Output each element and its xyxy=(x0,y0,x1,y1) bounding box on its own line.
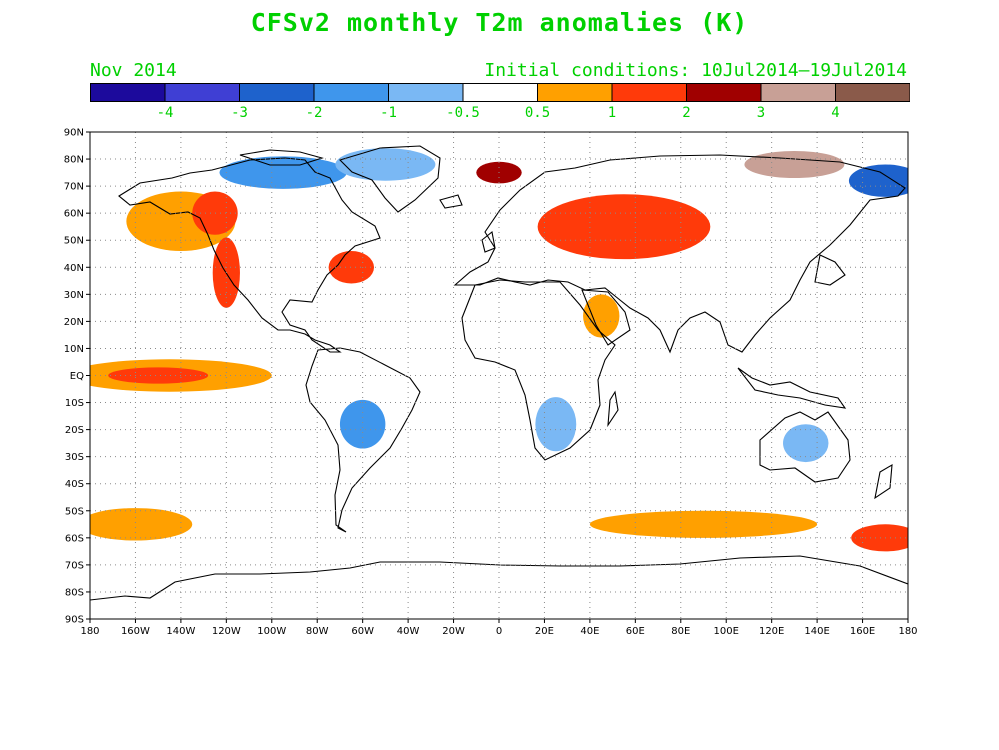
coastline-north-america xyxy=(118,157,381,353)
lon-tick-label: 40W xyxy=(397,626,420,637)
lat-tick-label: 90S xyxy=(65,615,84,626)
colorbar-boxes xyxy=(90,83,910,102)
anomaly-region xyxy=(90,508,193,541)
colorbar-labels: -4 -3 -2 -1 -0.5 0.5 1 2 3 4 xyxy=(157,105,840,121)
lon-tick-label: 80E xyxy=(671,626,690,637)
lat-tick-label: 60N xyxy=(64,209,84,220)
lon-tick-label: 140E xyxy=(804,626,829,637)
anomaly-region xyxy=(537,194,711,260)
coastline-madagascar xyxy=(607,390,619,428)
colorbar-label: -0.5 xyxy=(446,105,480,121)
colorbar-label: 0.5 xyxy=(525,105,550,121)
lon-tick-label: 0 xyxy=(496,626,502,637)
coastline-new-zealand xyxy=(874,463,893,500)
lon-tick-label: 100E xyxy=(714,626,739,637)
anomaly-region xyxy=(589,510,818,538)
lon-tick-label: 120W xyxy=(212,626,241,637)
colorbar-label: -3 xyxy=(231,105,248,121)
lat-tick-label: 80S xyxy=(65,587,84,598)
colorbar-box xyxy=(835,83,910,102)
chart-title: CFSv2 monthly T2m anomalies (K) xyxy=(250,8,749,37)
coastline-japan xyxy=(814,254,846,286)
colorbar-label: 4 xyxy=(831,105,839,121)
lat-tick-label: 20S xyxy=(65,425,84,436)
lat-tick-label: 70N xyxy=(64,182,84,193)
lat-tick-label: 20N xyxy=(64,317,84,328)
longitude-tick-labels: 180 160W 140W 120W 100W 80W 60W 40W 20W 0 20E 40E 60… xyxy=(80,626,917,637)
anomaly-region xyxy=(219,156,347,189)
lat-tick-label: 40S xyxy=(65,479,84,490)
lon-tick-label: 180 xyxy=(898,626,917,637)
anomaly-region xyxy=(851,524,908,552)
colorbar-label: 1 xyxy=(608,105,616,121)
colorbar-label: 3 xyxy=(757,105,765,121)
lat-tick-label: 30S xyxy=(65,452,84,463)
coastline-antarctica xyxy=(90,555,908,601)
lat-tick-label: 80N xyxy=(64,155,84,166)
lon-tick-label: 160W xyxy=(121,626,150,637)
colorbar-label: -2 xyxy=(306,105,323,121)
coastline-africa xyxy=(461,279,616,461)
anomaly-shading xyxy=(90,148,908,552)
lon-tick-label: 40E xyxy=(580,626,599,637)
coastline-australia xyxy=(759,411,851,483)
lon-tick-label: 180 xyxy=(80,626,99,637)
latitude-tick-labels: 90N 80N 70N 60N 50N 40N 30N 20N 10N EQ 10S 20S 30S 40… xyxy=(64,128,84,626)
coastline-uk xyxy=(481,230,496,253)
lat-tick-label: 10S xyxy=(65,398,84,409)
anomaly-region xyxy=(535,397,577,452)
lat-tick-label: 30N xyxy=(64,290,84,301)
colorbar: -4 -3 -2 -1 -0.5 0.5 1 2 3 4 xyxy=(90,83,910,121)
lon-tick-label: 120E xyxy=(759,626,784,637)
colorbar-label: 2 xyxy=(682,105,690,121)
lat-tick-label: 50N xyxy=(64,236,84,247)
anomaly-region xyxy=(848,164,908,197)
lon-tick-label: 140W xyxy=(166,626,195,637)
lon-tick-label: 20W xyxy=(442,626,465,637)
anomaly-region xyxy=(583,294,620,338)
coastline-indonesia xyxy=(737,367,847,409)
coastline-south-america xyxy=(305,347,421,533)
grid-lines xyxy=(90,132,908,619)
coastline-arabia xyxy=(581,289,631,346)
lat-tick-label: EQ xyxy=(70,371,84,382)
forecast-month: Nov 2014 xyxy=(90,60,177,81)
lat-tick-label: 40N xyxy=(64,263,84,274)
colorbar-label: -1 xyxy=(380,105,397,121)
lat-tick-label: 70S xyxy=(65,560,84,571)
lon-tick-label: 80W xyxy=(306,626,329,637)
lat-tick-label: 90N xyxy=(64,128,84,139)
coastline-eurasia xyxy=(453,154,906,354)
lat-tick-label: 10N xyxy=(64,344,84,355)
coastline-iceland xyxy=(439,194,463,209)
lon-tick-label: 100W xyxy=(257,626,286,637)
lon-tick-label: 60E xyxy=(626,626,645,637)
lon-tick-label: 160E xyxy=(850,626,875,637)
colorbar-label: -4 xyxy=(157,105,174,121)
coastlines xyxy=(90,145,908,601)
coastline-arctic-islands xyxy=(239,149,324,166)
anomaly-region xyxy=(335,148,436,181)
coastline-greenland xyxy=(338,145,441,213)
anomaly-region xyxy=(744,150,845,178)
lat-tick-label: 60S xyxy=(65,533,84,544)
lon-tick-label: 60W xyxy=(351,626,374,637)
anomaly-region xyxy=(108,367,209,384)
anomaly-region xyxy=(328,251,375,284)
anomaly-region xyxy=(339,399,386,449)
axis-ticks xyxy=(86,131,909,623)
lon-tick-label: 20E xyxy=(535,626,554,637)
initial-conditions: Initial conditions: 10Jul2014–19Jul2014 xyxy=(484,60,907,81)
lat-tick-label: 50S xyxy=(65,506,84,517)
